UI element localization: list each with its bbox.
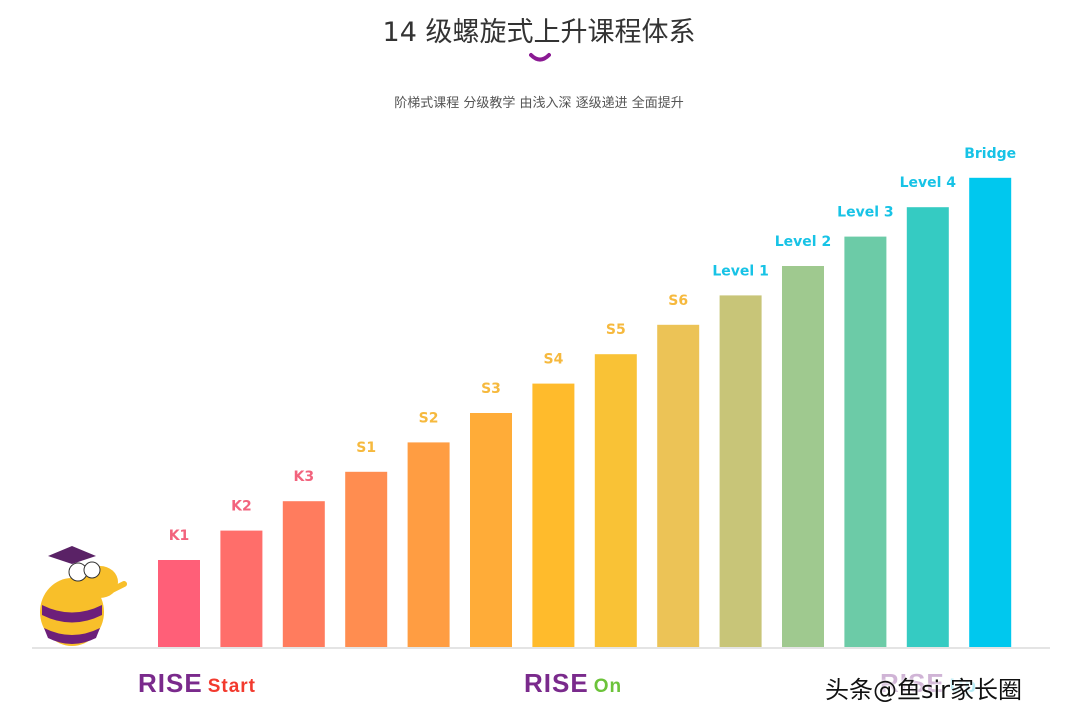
bar-label: Level 4 — [900, 175, 957, 191]
bar-level-4 — [906, 207, 949, 647]
bar-level-3 — [844, 236, 887, 647]
bar-label: Level 1 — [712, 263, 768, 279]
logo-rise-up: RISE Up — [880, 668, 978, 698]
bar-label: S4 — [543, 352, 563, 368]
page-title: 14 级螺旋式上升课程体系 — [382, 17, 696, 48]
logo-rise-start: RISE Start — [138, 668, 256, 698]
subtitle: 阶梯式课程 分级教学 由浅入深 逐级递进 全面提升 — [394, 96, 684, 111]
bar-bridge — [969, 177, 1012, 648]
bar-k3 — [282, 501, 325, 647]
mascot-bee-icon — [40, 546, 127, 646]
bar-s2 — [407, 442, 450, 647]
bar-label: Level 3 — [837, 205, 893, 221]
smile-decoration-icon — [529, 53, 551, 62]
bar-label: S2 — [419, 410, 439, 426]
bar-label: K1 — [169, 528, 190, 544]
bar-label: K2 — [231, 499, 252, 515]
bar-s3 — [470, 413, 512, 647]
bar-level-1 — [719, 295, 762, 647]
bar-label: Level 2 — [775, 234, 831, 250]
bar-s5 — [594, 354, 637, 647]
bar-label: S3 — [481, 381, 501, 397]
bar-label: S5 — [606, 322, 626, 338]
bar-k2 — [220, 530, 263, 647]
logo-rise-on: RISE On — [524, 668, 623, 698]
bar-s4 — [532, 383, 575, 647]
watermark: 头条@鱼sir家长圈 — [825, 676, 1023, 704]
bar-level-2 — [782, 266, 824, 647]
bar-k1 — [158, 560, 200, 647]
bar-label: Bridge — [964, 146, 1016, 162]
bar-label: S1 — [356, 440, 376, 456]
bar-label: S6 — [668, 293, 688, 309]
bar-s1 — [345, 471, 388, 647]
bar-label: K3 — [294, 469, 315, 485]
bar-s6 — [657, 324, 700, 647]
